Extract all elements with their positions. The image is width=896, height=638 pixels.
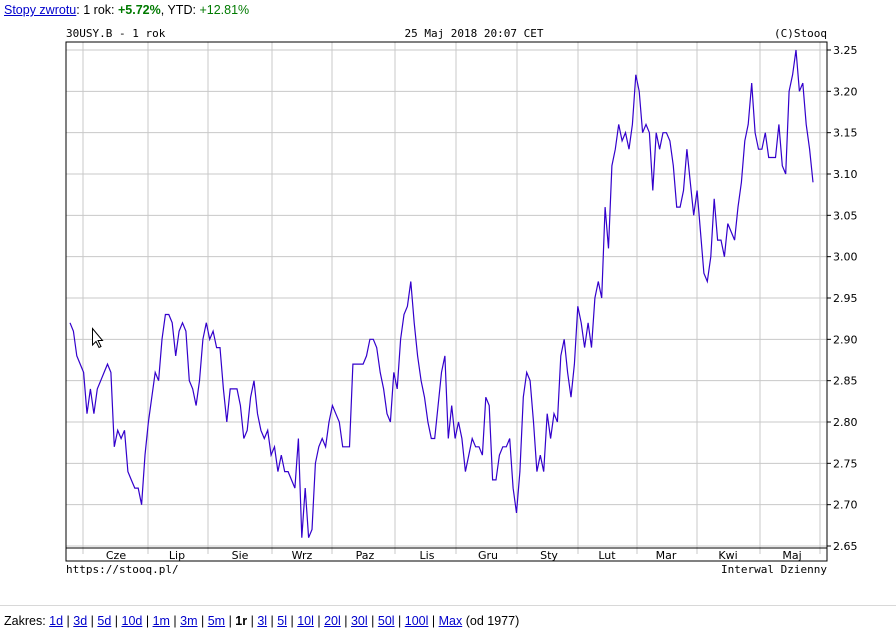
range-option-100l[interactable]: 100l	[404, 614, 429, 628]
y-tick-label: 3.25	[833, 44, 858, 57]
y-axis: 2.65 2.70 2.75 2.80 2.85 2.90 2.95 3.00 3.05 3.10…	[827, 44, 858, 553]
x-tick-label: Sie	[232, 549, 249, 562]
x-tick-label: Cze	[106, 549, 126, 562]
x-tick-label: Mar	[656, 549, 677, 562]
range-option-3d[interactable]: 3d	[73, 614, 88, 628]
x-tick-label: Lis	[420, 549, 435, 562]
range-separator: |	[142, 614, 153, 628]
range-suffix: (od 1977)	[465, 614, 520, 628]
chart-timestamp: 25 Maj 2018 20:07 CET	[404, 27, 543, 40]
range-option-Max[interactable]: Max	[438, 614, 463, 628]
chart-symbol-title: 30USY.B - 1 rok	[66, 27, 166, 40]
y-tick-label: 3.00	[833, 251, 858, 264]
range-separator: |	[63, 614, 74, 628]
range-separator: |	[340, 614, 351, 628]
divider	[0, 605, 896, 606]
ytd-return-value: +12.81%	[199, 3, 250, 17]
range-option-3l[interactable]: 3l	[257, 614, 268, 628]
range-bar: Zakres: 1d | 3d | 5d | 10d | 1m | 3m | 5…	[4, 614, 519, 628]
chart-interval-label: Interwal Dzienny	[721, 563, 827, 576]
x-tick-label: Paz	[356, 549, 375, 562]
price-series-line	[69, 49, 814, 538]
plot-frame	[65, 41, 828, 562]
range-option-5d[interactable]: 5d	[97, 614, 112, 628]
y-tick-label: 3.10	[833, 168, 858, 181]
range-separator: |	[87, 614, 98, 628]
range-option-10l[interactable]: 10l	[297, 614, 314, 628]
y-tick-label: 3.20	[833, 85, 858, 98]
range-separator: |	[111, 614, 122, 628]
range-option-1m[interactable]: 1m	[152, 614, 170, 628]
chart-copyright: (C)Stooq	[774, 27, 827, 40]
x-tick-label: Lip	[169, 549, 185, 562]
x-tick-label: Gru	[478, 549, 498, 562]
x-tick-label: Maj	[782, 549, 801, 562]
range-option-30l[interactable]: 30l	[350, 614, 368, 628]
range-separator: |	[394, 614, 405, 628]
range-options: 1d | 3d | 5d | 10d | 1m | 3m | 5m | 1r |…	[49, 614, 462, 628]
range-option-5m[interactable]: 5m	[207, 614, 226, 628]
y-tick-label: 2.65	[833, 540, 858, 553]
returns-colon: :	[76, 3, 80, 17]
range-label: Zakres:	[4, 614, 46, 628]
y-tick-label: 3.15	[833, 127, 858, 140]
range-separator: |	[197, 614, 208, 628]
chart-grid	[66, 42, 827, 554]
range-separator: |	[225, 614, 236, 628]
range-option-20l[interactable]: 20l	[324, 614, 341, 628]
ytd-label: YTD:	[167, 3, 196, 17]
range-separator: |	[247, 614, 258, 628]
y-tick-label: 2.75	[833, 457, 858, 470]
y-tick-label: 2.70	[833, 499, 858, 512]
x-axis: Cze Lip Sie Wrz Paz Lis Gru Sty Lut Mar Kwi Maj	[106, 549, 802, 562]
range-separator: |	[287, 614, 298, 628]
period-return-value: +5.72%	[117, 3, 161, 17]
range-option-10d[interactable]: 10d	[121, 614, 143, 628]
range-option-1d[interactable]: 1d	[49, 614, 64, 628]
range-separator: |	[267, 614, 278, 628]
range-separator: |	[169, 614, 181, 628]
x-tick-label: Lut	[598, 549, 616, 562]
y-tick-label: 2.95	[833, 292, 858, 305]
mouse-cursor-icon	[92, 327, 104, 349]
y-tick-label: 2.80	[833, 416, 858, 429]
x-tick-label: Sty	[540, 549, 558, 562]
range-option-1r[interactable]: 1r	[235, 614, 248, 628]
returns-link[interactable]: Stopy zwrotu	[4, 3, 77, 17]
chart-source-url[interactable]: https://stooq.pl/	[66, 563, 179, 576]
y-tick-label: 3.05	[833, 209, 858, 222]
range-separator: |	[428, 614, 439, 628]
period-label: 1 rok:	[83, 3, 115, 17]
x-tick-label: Kwi	[718, 549, 737, 562]
returns-summary: Stopy zwrotu: 1 rok: +5.72%, YTD: +12.81…	[4, 3, 250, 17]
price-chart: 30USY.B - 1 rok 25 Maj 2018 20:07 CET (C…	[65, 27, 858, 576]
range-option-5l[interactable]: 5l	[277, 614, 287, 628]
range-option-50l[interactable]: 50l	[377, 614, 395, 628]
range-separator: |	[367, 614, 378, 628]
y-tick-label: 2.90	[833, 333, 858, 346]
range-option-3m[interactable]: 3m	[180, 614, 198, 628]
y-tick-label: 2.85	[833, 375, 858, 388]
range-separator: |	[313, 614, 325, 628]
x-tick-label: Wrz	[292, 549, 313, 562]
